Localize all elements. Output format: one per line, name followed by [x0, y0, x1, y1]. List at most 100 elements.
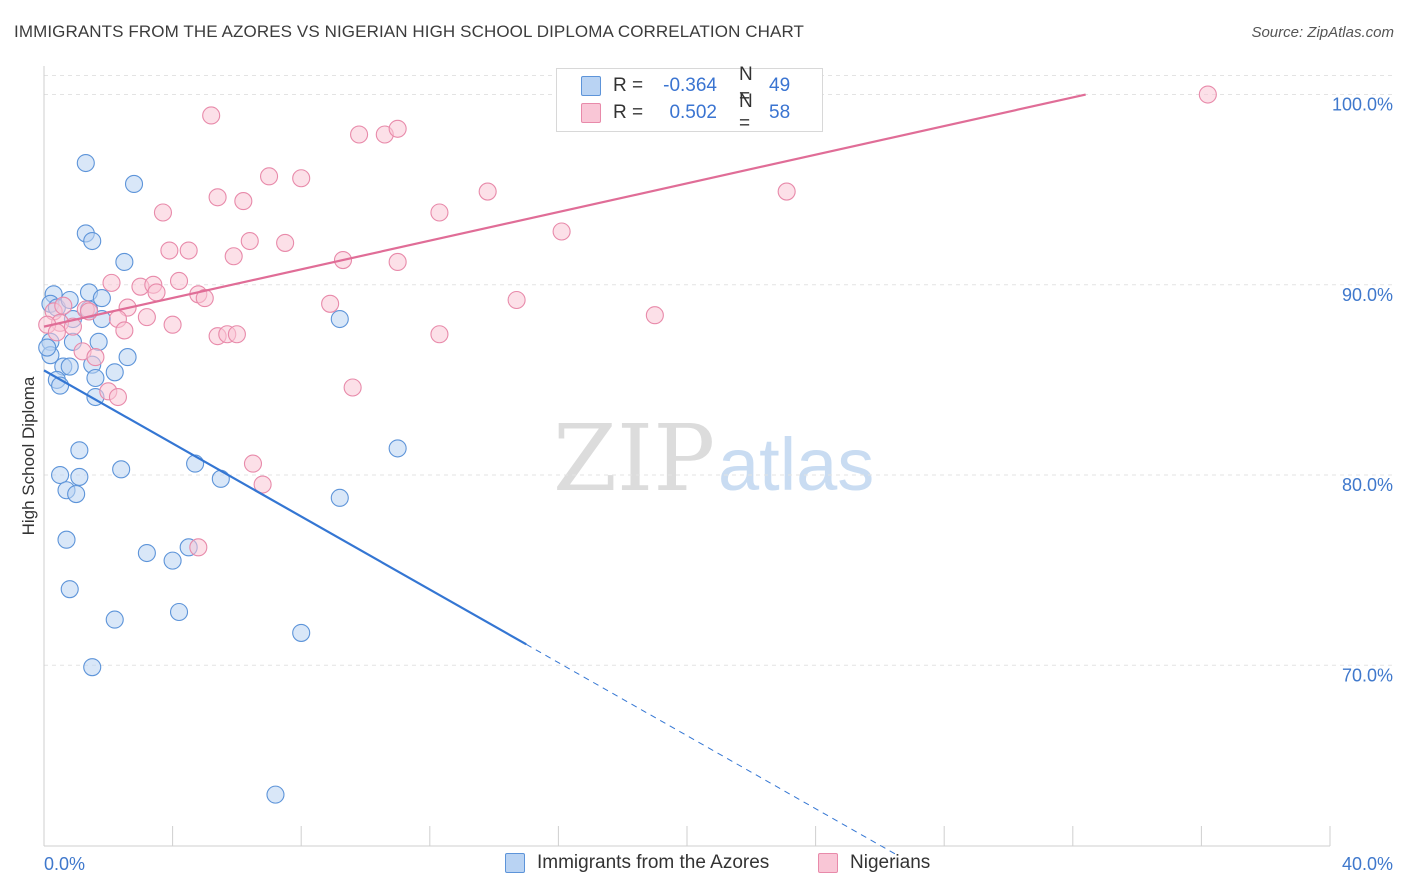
nigerians-point [350, 125, 369, 144]
azores-point [83, 658, 102, 677]
nigerians-point [202, 106, 221, 125]
source-credit: Source: ZipAtlas.com [1251, 24, 1394, 41]
azores-point [76, 153, 95, 173]
nigerians-point [645, 306, 664, 325]
azores-point [86, 368, 105, 388]
legend-r-label: R = [613, 75, 644, 96]
legend-r-value: 0.502 [669, 102, 717, 123]
nigerians-point [108, 387, 127, 407]
nigerians-legend-label: Nigerians [850, 852, 931, 873]
nigerians-legend-swatch [818, 853, 838, 873]
nigerians-point [259, 167, 279, 186]
nigerians-point [507, 290, 526, 310]
nigerians-point [86, 348, 105, 367]
azores-swatch [581, 76, 601, 96]
nigerians-point [163, 315, 182, 334]
chart-title: IMMIGRANTS FROM THE AZORES VS NIGERIAN H… [14, 22, 805, 41]
nigerians-point [147, 283, 166, 302]
series-legend: Immigrants from the Azores Nigerians [0, 852, 1406, 878]
legend-item-nigerians[interactable]: Nigerians [818, 852, 930, 874]
x-tick-label: 0.0% [44, 854, 85, 874]
nigerians-point [102, 273, 121, 292]
nigerians-swatch [581, 103, 601, 123]
azores-trend-line [43, 369, 527, 646]
legend-n-label: N = [739, 64, 753, 107]
azores-point [163, 551, 182, 570]
nigerians-point [189, 538, 208, 557]
azores-point [38, 338, 57, 357]
azores-point [292, 623, 311, 642]
azores-point [70, 467, 89, 486]
azores-point [169, 602, 189, 622]
azores-point [70, 441, 89, 460]
nigerians-point [1198, 85, 1217, 104]
azores-point [92, 289, 111, 308]
nigerians-point [253, 475, 272, 494]
azores-point [118, 348, 137, 367]
nigerians-point [343, 378, 362, 397]
nigerians-point [160, 241, 179, 260]
nigerians-point [321, 294, 340, 313]
nigerians-point [430, 203, 449, 222]
legend-item-azores[interactable]: Immigrants from the Azores [505, 852, 769, 874]
azores-point [388, 439, 407, 458]
azores-point [89, 332, 108, 351]
nigerians-point [292, 169, 311, 188]
nigerians-point [54, 296, 73, 315]
legend-n-value: 58 [769, 102, 791, 123]
azores-point [211, 469, 230, 488]
legend-n-value: 49 [769, 75, 791, 96]
nigerians-point [227, 325, 246, 344]
nigerians-point [240, 231, 259, 251]
azores-legend-swatch [505, 853, 525, 873]
azores-point [186, 454, 205, 473]
y-tick-label: 90.0% [1342, 285, 1393, 305]
y-tick-label: 70.0% [1342, 665, 1393, 685]
azores-point [57, 530, 76, 549]
nigerians-point [208, 188, 227, 207]
azores-point [51, 465, 70, 485]
y-tick-label: 100.0% [1332, 95, 1393, 115]
nigerians-point [276, 233, 295, 252]
nigerians-point [47, 323, 66, 342]
nigerians-point [153, 203, 173, 222]
nigerians-point [179, 241, 198, 260]
nigerians-trend-line [43, 93, 1086, 328]
azores-point [67, 484, 86, 504]
y-tick-label: 80.0% [1342, 475, 1393, 495]
legend-row-nigerians: R = 0.502 N = 58 [581, 91, 791, 134]
legend-r-value: -0.364 [663, 75, 717, 96]
y-axis-title: High School Diploma [19, 376, 38, 535]
azores-point [330, 309, 349, 329]
azores-legend-label: Immigrants from the Azores [537, 852, 770, 873]
azores-point [330, 488, 349, 507]
nigerians-point [169, 271, 189, 291]
x-tick-label: 40.0% [1342, 854, 1393, 874]
nigerians-point [478, 182, 497, 201]
azores-point [60, 580, 79, 599]
azores-point [60, 357, 79, 376]
nigerians-point [115, 321, 134, 340]
nigerians-point [224, 247, 243, 266]
nigerians-point [388, 252, 407, 272]
nigerians-point [137, 308, 156, 327]
nigerians-point [63, 317, 82, 336]
azores-point [105, 363, 124, 382]
nigerians-point [552, 222, 571, 241]
azores-point [137, 543, 156, 563]
nigerians-point [243, 454, 263, 473]
azores-point [115, 252, 134, 272]
nigerians-point [195, 289, 214, 308]
azores-point [105, 610, 124, 629]
correlation-legend: R = -0.364 N = 49 R = 0.502 N = 58 [556, 64, 823, 134]
azores-point [83, 231, 102, 251]
legend-r-label: R = [613, 102, 644, 123]
nigerians-point [430, 325, 449, 344]
legend-row-azores: R = -0.364 N = 49 [581, 64, 791, 107]
watermark-zip: ZIP [553, 405, 715, 512]
azores-point [266, 785, 285, 804]
azores-point [124, 174, 144, 194]
nigerians-point [234, 192, 253, 211]
legend-n-label: N = [739, 91, 753, 134]
